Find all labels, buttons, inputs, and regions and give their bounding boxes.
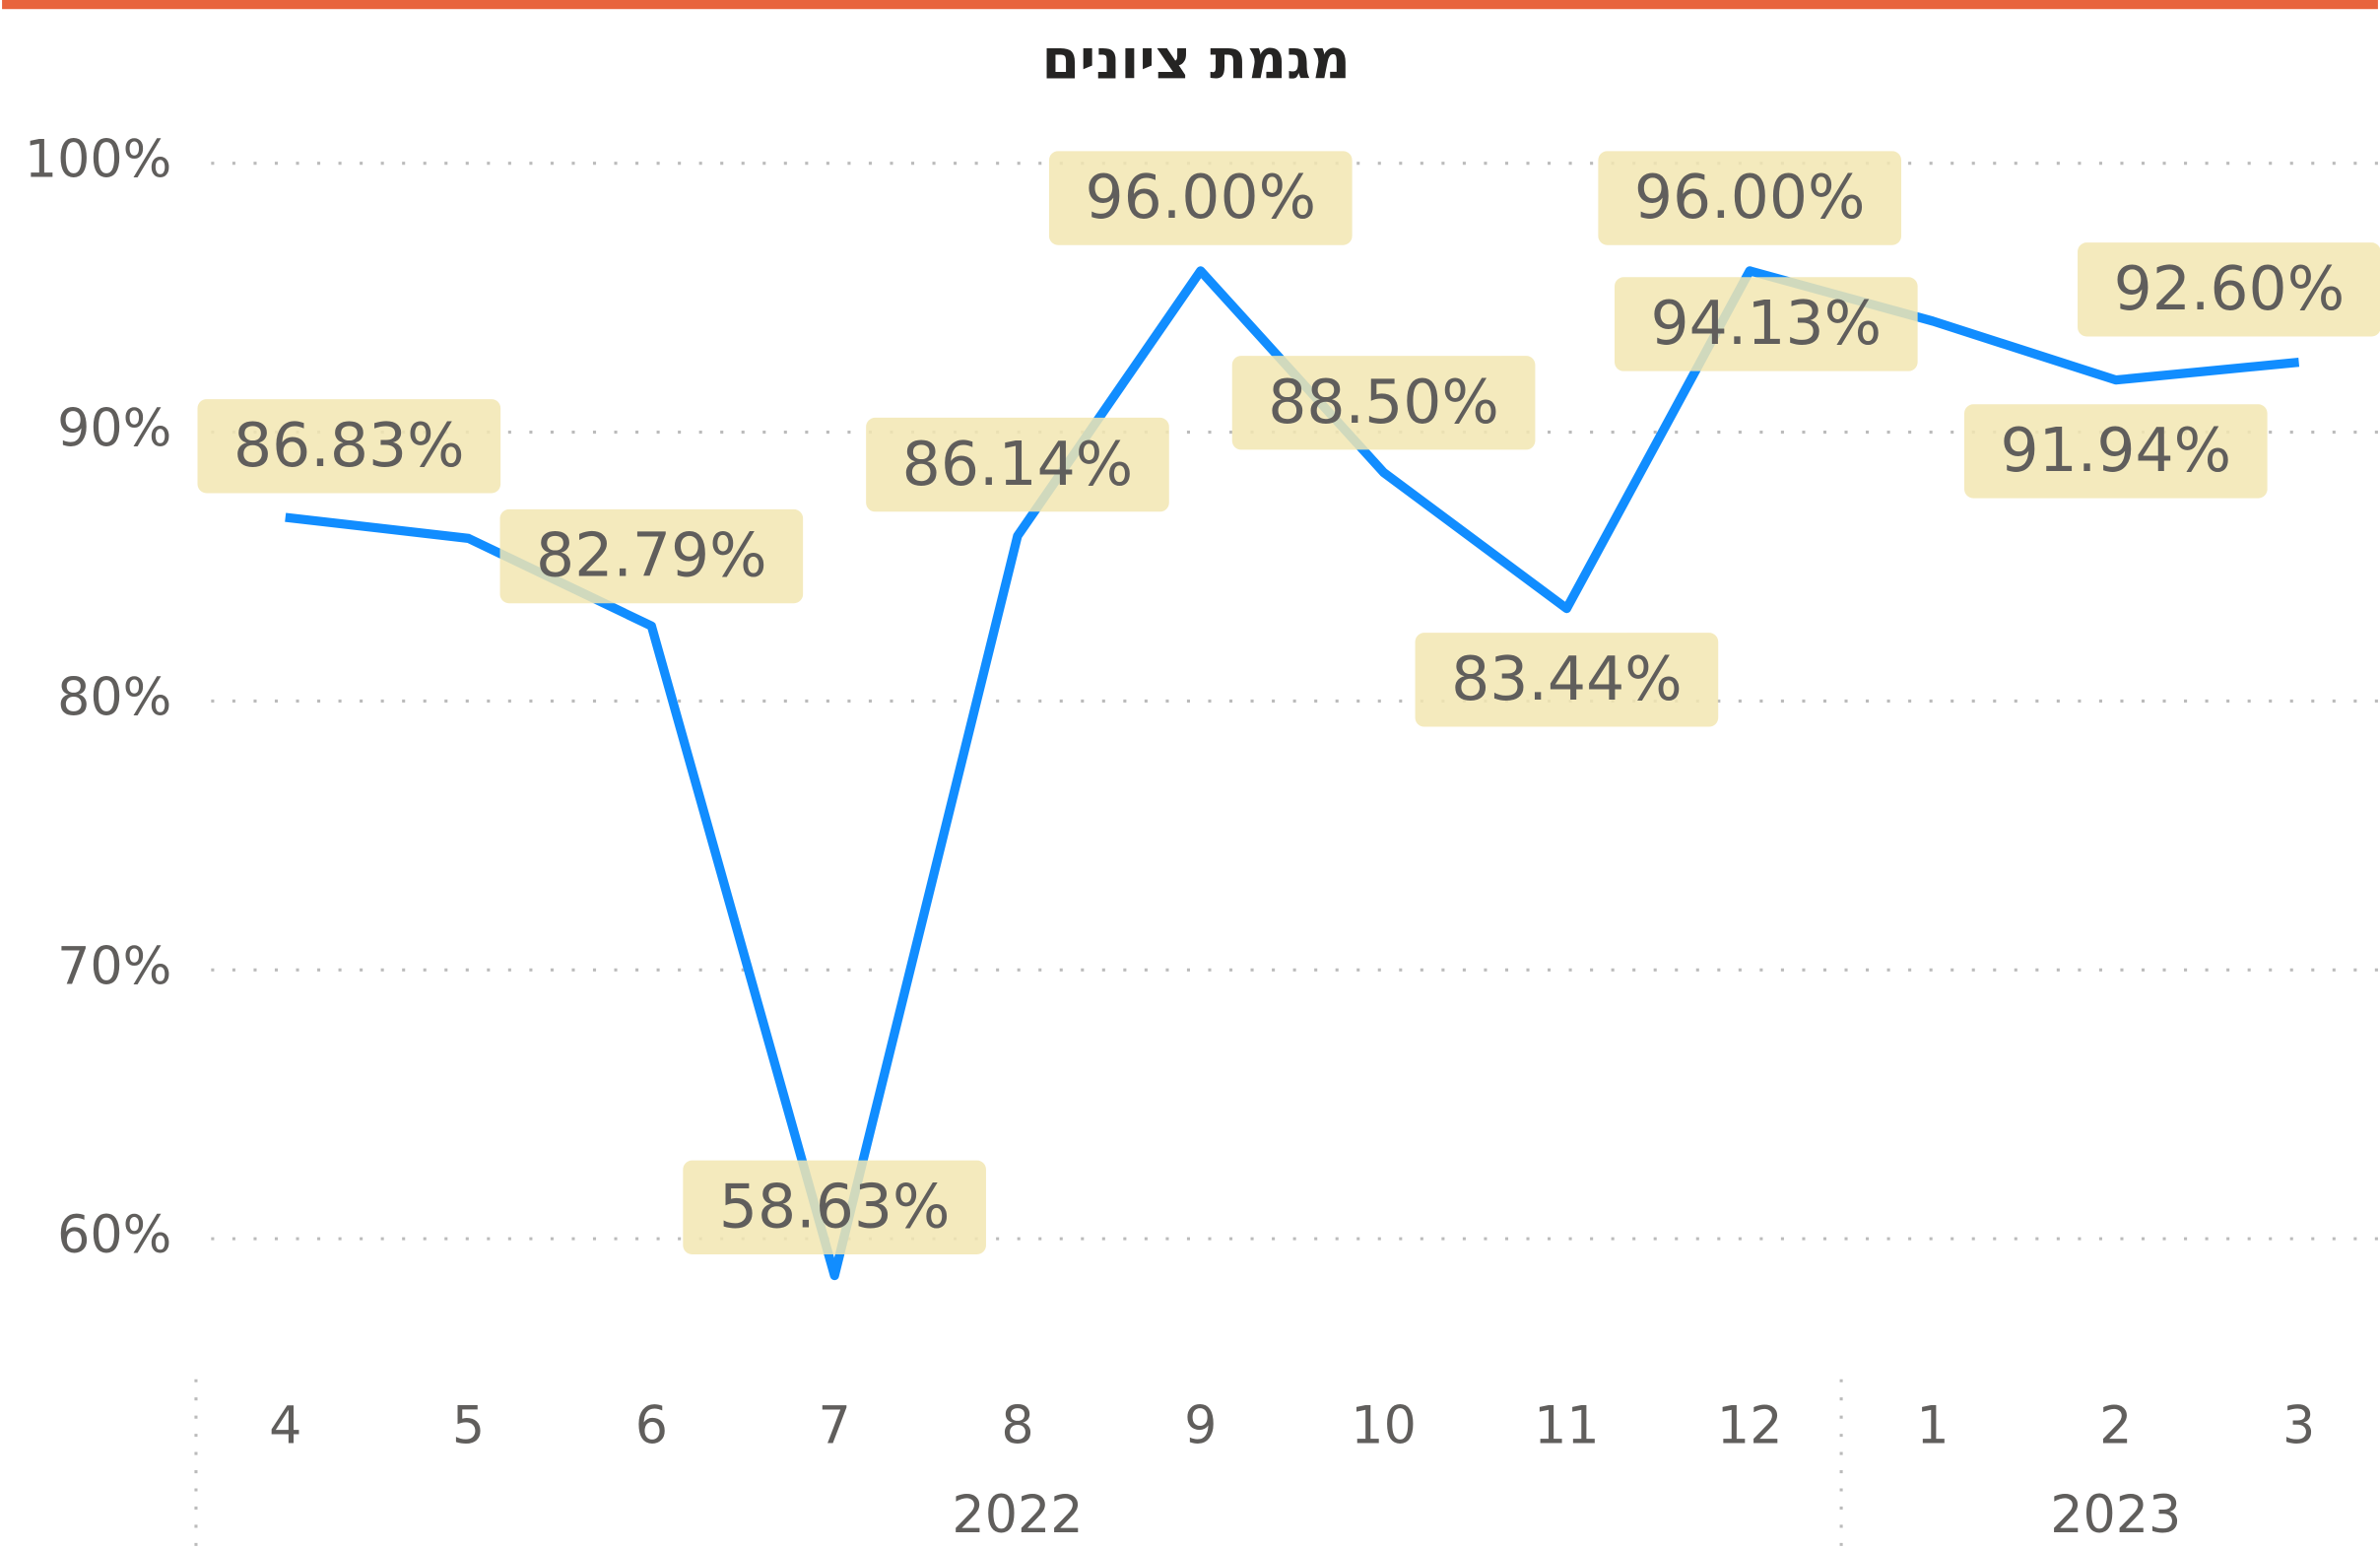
- x-tick-label: 12: [1717, 1395, 1783, 1455]
- label-box: [866, 417, 1169, 512]
- data-label: 96.00%: [1085, 162, 1316, 233]
- x-tick-label: 9: [1184, 1395, 1217, 1455]
- label-box: [1048, 151, 1353, 245]
- label-box: [197, 399, 501, 494]
- x-tick-label: 3: [2282, 1395, 2315, 1455]
- data-label: 83.44%: [1451, 643, 1683, 714]
- label-box: [1231, 356, 1536, 450]
- data-label: 92.60%: [2114, 253, 2346, 324]
- data-label: 94.13%: [1651, 288, 1883, 359]
- data-label: 86.14%: [902, 429, 1134, 500]
- data-label: 91.94%: [2001, 415, 2232, 486]
- label-box: [1598, 151, 1902, 245]
- data-label: 88.50%: [1268, 367, 1499, 438]
- x-tick-label: 4: [269, 1395, 301, 1455]
- y-tick-label: 60%: [57, 1205, 171, 1265]
- x-tick-label: 6: [635, 1395, 668, 1455]
- x-tick-label: 8: [1001, 1395, 1033, 1455]
- y-tick-label: 90%: [57, 399, 171, 459]
- data-label: 58.63%: [719, 1171, 951, 1242]
- x-tick-label: 2: [2099, 1395, 2132, 1455]
- x-tick-label: 5: [452, 1395, 485, 1455]
- label-box: [683, 1160, 986, 1254]
- x-tick-label: 1: [1916, 1395, 1949, 1455]
- chart-title: מגמת ציונים: [1041, 30, 1350, 93]
- label-box: [1415, 633, 1719, 727]
- label-box: [1614, 277, 1918, 371]
- label-box: [2078, 242, 2380, 337]
- x-group-label: 2022: [952, 1485, 1083, 1545]
- label-box: [1964, 404, 2268, 499]
- y-tick-label: 100%: [25, 130, 171, 190]
- x-tick-label: 11: [1534, 1395, 1600, 1455]
- x-group-label: 2023: [2050, 1485, 2181, 1545]
- x-tick-label: 7: [819, 1395, 851, 1455]
- y-tick-label: 70%: [57, 936, 171, 996]
- label-box: [499, 508, 804, 604]
- data-label: 96.00%: [1634, 162, 1866, 233]
- data-label: 86.83%: [233, 410, 465, 481]
- x-tick-label: 10: [1351, 1395, 1417, 1455]
- data-label: 82.79%: [536, 520, 767, 591]
- y-tick-label: 80%: [57, 667, 171, 727]
- top-bar: [2, 0, 2378, 10]
